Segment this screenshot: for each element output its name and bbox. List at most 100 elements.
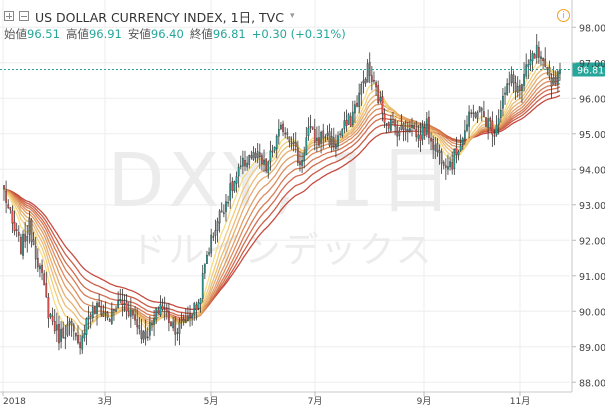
candle-body	[170, 321, 172, 327]
candle-body	[516, 86, 519, 93]
candle-body	[64, 337, 67, 339]
candle-body	[282, 123, 284, 132]
info-icon[interactable]: i	[557, 9, 570, 22]
candle-body	[360, 84, 363, 95]
candle-body	[106, 312, 109, 318]
candle-body	[368, 61, 371, 76]
candle-body	[151, 323, 153, 326]
candle-body	[203, 263, 206, 274]
time-tick-label: 7月	[308, 396, 323, 407]
symbol-title[interactable]: US DOLLAR CURRENCY INDEX, 1日, TVC	[35, 9, 284, 25]
candle-body	[364, 79, 367, 84]
candle-body	[396, 126, 399, 137]
candle-body	[318, 137, 320, 146]
candle-body	[402, 123, 405, 130]
candle-body	[58, 324, 60, 344]
candle-body	[508, 83, 511, 85]
candle-body	[256, 151, 259, 159]
symbol-header: US DOLLAR CURRENCY INDEX, 1日, TVC ▾	[4, 8, 295, 25]
candle-body	[533, 54, 536, 59]
candle-body	[129, 309, 132, 317]
candle-body	[305, 137, 308, 155]
high-label: 高値	[65, 27, 89, 41]
candle-body	[332, 137, 335, 147]
candle-body	[358, 92, 361, 107]
collapse-icon[interactable]	[19, 11, 29, 21]
candle-body	[210, 234, 213, 254]
candle-body	[146, 336, 149, 339]
price-tick-label: 94.00	[579, 165, 605, 176]
candle-body	[404, 128, 407, 132]
watermark-name: ドルインデックス	[131, 230, 434, 271]
candle-body	[377, 85, 380, 104]
candle-body	[425, 118, 428, 135]
candle-body	[189, 313, 191, 318]
candle-body	[235, 176, 238, 184]
compare-add-icon[interactable]	[4, 11, 14, 21]
candle-body	[527, 64, 530, 67]
candle-body	[464, 130, 466, 140]
candle-body	[320, 131, 322, 144]
candle-body	[489, 118, 492, 122]
candle-body	[102, 312, 105, 317]
candle-body	[468, 111, 470, 127]
candle-body	[392, 121, 394, 123]
candle-body	[246, 162, 248, 168]
candle-body	[43, 273, 46, 286]
price-tick-label: 89.00	[579, 343, 605, 354]
candle-body	[79, 342, 81, 348]
candle-body	[36, 257, 39, 268]
candle-body	[113, 309, 115, 311]
time-axis[interactable]: 2018 3月 5月 7月 9月 11月	[0, 391, 572, 407]
price-axis[interactable]: 98.00 97.00 96.00 95.00 94.00 93.00 92.00 91.00…	[571, 0, 605, 392]
candle-body	[286, 132, 289, 135]
candle-body	[24, 233, 26, 242]
last-price-label: 96.81	[577, 66, 604, 77]
candle-body	[172, 321, 174, 329]
price-tick-label: 92.00	[579, 236, 605, 247]
candle-body	[277, 128, 280, 137]
candle-body	[436, 143, 439, 152]
candle-body	[83, 332, 86, 339]
candle-body	[144, 330, 147, 339]
low-label: 安値	[127, 27, 151, 41]
candle-body	[117, 300, 120, 309]
candle-body	[413, 125, 415, 130]
candle-body	[218, 210, 221, 224]
candle-body	[297, 147, 299, 164]
candle-body	[223, 212, 225, 214]
candle-body	[294, 142, 297, 147]
candle-body	[529, 59, 532, 66]
candle-body	[301, 160, 303, 166]
candle-body	[309, 126, 312, 128]
candle-body	[311, 126, 314, 130]
open-label: 始値	[4, 27, 27, 41]
candle-body	[461, 138, 464, 146]
candle-body	[269, 150, 272, 162]
chevron-down-icon[interactable]: ▾	[289, 11, 295, 21]
price-tick-label: 93.00	[579, 201, 605, 212]
candle-body	[544, 58, 547, 67]
candle-body	[341, 129, 344, 137]
candle-body	[415, 129, 418, 137]
candle-body	[231, 181, 234, 191]
candle-body	[387, 122, 390, 129]
candle-body	[165, 307, 168, 313]
time-tick-label: 2018	[3, 397, 26, 407]
candle-body	[398, 130, 401, 137]
price-tick-label: 90.00	[579, 307, 605, 318]
candle-body	[487, 118, 489, 128]
candle-body	[480, 108, 483, 111]
candle-body	[385, 122, 388, 125]
candle-body	[17, 232, 20, 236]
candle-body	[91, 307, 94, 319]
candle-body	[531, 52, 534, 62]
candle-body	[132, 310, 134, 316]
candle-body	[290, 142, 293, 145]
change-value: +0.30 (+0.31%)	[251, 27, 346, 41]
candle-body	[94, 306, 96, 314]
candle-body	[542, 58, 544, 61]
candle-body	[149, 322, 151, 336]
